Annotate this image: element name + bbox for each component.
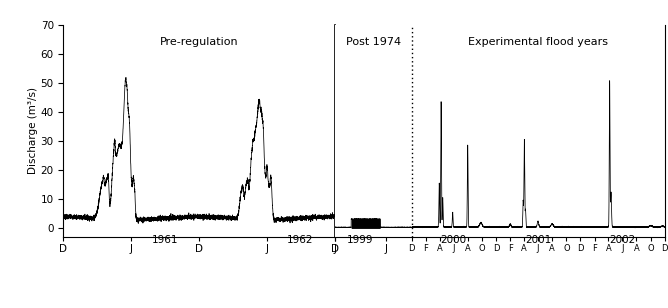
Text: 1999: 1999 xyxy=(347,235,373,245)
Text: 1962: 1962 xyxy=(287,235,314,245)
Text: Pre-regulation: Pre-regulation xyxy=(160,37,238,47)
Text: Post 1974: Post 1974 xyxy=(345,37,401,47)
Text: 2001: 2001 xyxy=(525,235,551,245)
Text: 1961: 1961 xyxy=(152,235,178,245)
Y-axis label: Discharge (m³/s): Discharge (m³/s) xyxy=(28,87,38,174)
Text: 2002: 2002 xyxy=(609,235,635,245)
Text: Experimental flood years: Experimental flood years xyxy=(468,37,608,47)
Text: 2000: 2000 xyxy=(440,235,467,245)
